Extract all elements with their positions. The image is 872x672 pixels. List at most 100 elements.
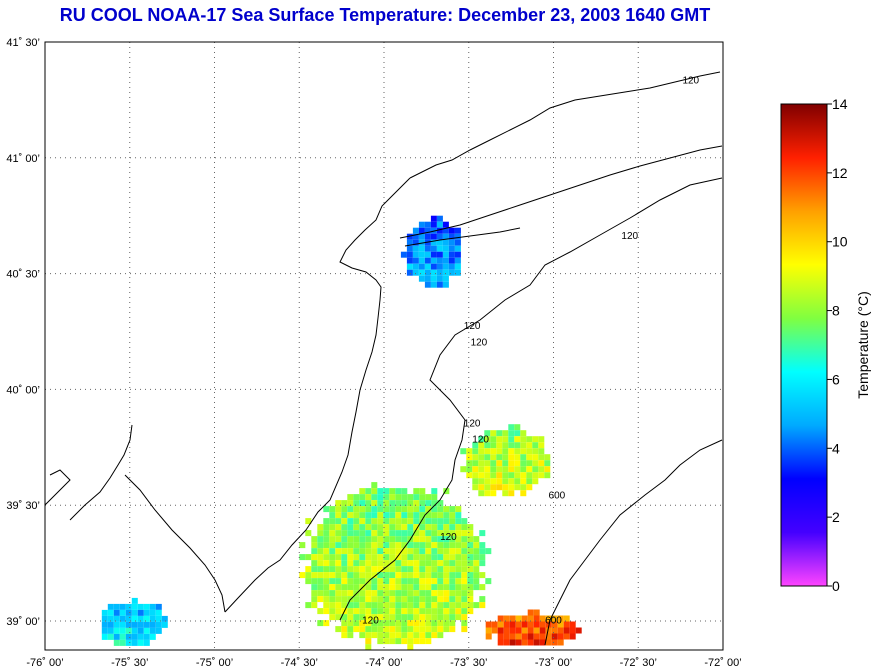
sst-pixel xyxy=(359,608,366,615)
lon-tick-label: -75˚ 30’ xyxy=(111,657,148,669)
sst-pixel xyxy=(311,554,318,561)
sst-pixel xyxy=(413,584,420,591)
sst-pixel xyxy=(442,281,449,288)
sst-pixel xyxy=(419,506,426,513)
sst-pixel xyxy=(437,608,444,615)
sst-pixel xyxy=(527,621,534,628)
sst-pixel xyxy=(389,632,396,639)
sst-pixel xyxy=(107,603,114,610)
sst-pixel xyxy=(484,460,491,467)
sst-pixel xyxy=(430,245,437,252)
sst-pixel xyxy=(425,500,432,507)
sst-pixel xyxy=(449,608,456,615)
sst-pixel xyxy=(335,542,342,549)
sst-pixel xyxy=(365,584,372,591)
sst-pixel xyxy=(113,615,120,622)
sst-pixel xyxy=(479,530,486,537)
sst-pixel xyxy=(155,615,162,622)
sst-pixel xyxy=(551,621,558,628)
sst-pixel xyxy=(383,518,390,525)
sst-pixel xyxy=(544,472,551,479)
sst-pixel xyxy=(520,430,527,437)
sst-pixel xyxy=(137,603,144,610)
sst-pixel xyxy=(383,572,390,579)
sst-pixel xyxy=(377,632,384,639)
sst-pixel xyxy=(430,269,437,276)
sst-pixel xyxy=(443,488,450,495)
lat-tick-label: 41˚ 30’ xyxy=(6,37,40,49)
sst-pixel xyxy=(359,518,366,525)
sst-pixel xyxy=(569,633,576,640)
sst-pixel xyxy=(401,530,408,537)
sst-pixel xyxy=(107,609,114,616)
sst-pixel xyxy=(341,518,348,525)
sst-pixel xyxy=(533,633,540,640)
sst-pixel xyxy=(377,614,384,621)
sst-pixel xyxy=(395,518,402,525)
sst-pixel xyxy=(317,584,324,591)
sst-pixel xyxy=(377,530,384,537)
sst-pixel xyxy=(455,566,462,573)
sst-pixel xyxy=(365,626,372,633)
sst-pixel xyxy=(317,572,324,579)
sst-pixel xyxy=(149,615,156,622)
sst-patch-nj-shelf xyxy=(299,482,492,650)
sst-pixel xyxy=(461,554,468,561)
sst-pixel xyxy=(365,572,372,579)
isobath-120 xyxy=(339,177,723,621)
sst-pixel xyxy=(365,524,372,531)
sst-pixel xyxy=(437,620,444,627)
sst-pixel xyxy=(454,257,461,264)
sst-pixel xyxy=(389,506,396,513)
sst-pixel xyxy=(437,602,444,609)
sst-pixel xyxy=(436,245,443,252)
sst-pixel xyxy=(359,602,366,609)
sst-pixel xyxy=(425,578,432,585)
sst-pixel xyxy=(532,478,539,485)
sst-pixel xyxy=(377,620,384,627)
sst-pixel xyxy=(545,627,552,634)
sst-pixel xyxy=(455,518,462,525)
sst-pixel xyxy=(473,572,480,579)
sst-pixel xyxy=(323,518,330,525)
sst-pixel xyxy=(425,494,432,501)
sst-pixel xyxy=(424,281,431,288)
sst-pixel xyxy=(407,602,414,609)
sst-pixel xyxy=(161,621,168,628)
sst-pixel xyxy=(389,488,396,495)
sst-pixel xyxy=(371,626,378,633)
sst-pixel xyxy=(419,620,426,627)
sst-pixel xyxy=(497,639,504,646)
sst-pixel xyxy=(395,542,402,549)
sst-pixel xyxy=(335,590,342,597)
sst-pixel xyxy=(496,466,503,473)
sst-pixel xyxy=(347,632,354,639)
sst-pixel xyxy=(473,536,480,543)
sst-pixel xyxy=(443,524,450,531)
sst-pixel xyxy=(323,596,330,603)
sst-pixel xyxy=(467,554,474,561)
sst-pixel xyxy=(443,584,450,591)
sst-pixel xyxy=(412,263,419,270)
sst-pixel xyxy=(490,448,497,455)
colorbar-ticks: 0 2 4 6 8 10 12 14 xyxy=(827,96,848,594)
sst-pixel xyxy=(353,584,360,591)
sst-pixel xyxy=(359,506,366,513)
sst-pixel xyxy=(149,627,156,634)
sst-pixel xyxy=(371,620,378,627)
sst-pixel xyxy=(467,536,474,543)
sst-pixel xyxy=(401,512,408,519)
sst-pixel xyxy=(341,500,348,507)
sst-pixel xyxy=(419,548,426,555)
sst-pixel xyxy=(461,590,468,597)
sst-pixel xyxy=(419,518,426,525)
sst-pixel xyxy=(490,430,497,437)
sst-pixel xyxy=(401,506,408,513)
lat-tick-label: 39˚ 30’ xyxy=(6,500,40,512)
sst-pixel xyxy=(311,584,318,591)
sst-pixel xyxy=(365,644,372,650)
sst-pixel xyxy=(472,454,479,461)
sst-pixel xyxy=(431,608,438,615)
lon-tick-label: -72˚ 30’ xyxy=(620,657,657,669)
sst-pixel xyxy=(442,251,449,258)
